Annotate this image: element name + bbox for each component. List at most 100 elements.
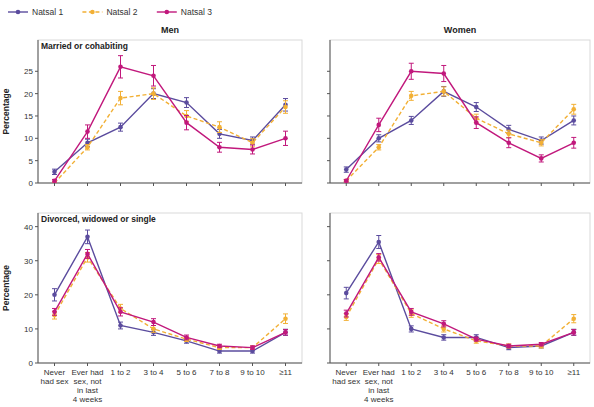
data-point	[344, 167, 349, 172]
x-tick	[186, 183, 187, 186]
data-point	[376, 123, 381, 128]
x-axis	[330, 183, 590, 184]
error-bar	[52, 169, 57, 174]
x-axis	[38, 363, 302, 364]
panel: 010203040Neverhad sexEver hadsex, notin …	[1, 213, 302, 404]
data-point	[409, 118, 414, 123]
data-point	[441, 321, 446, 326]
data-point	[250, 140, 255, 145]
plot-frame	[38, 40, 302, 183]
panel-title: Women	[444, 25, 476, 35]
error-bar	[474, 337, 479, 341]
legend-label: Natsal 1	[32, 7, 63, 17]
data-point	[85, 252, 90, 257]
x-tick	[54, 183, 55, 186]
x-tick	[186, 363, 187, 366]
series-line	[346, 91, 574, 169]
x-tick	[219, 183, 220, 186]
data-point	[217, 145, 222, 150]
data-point	[474, 120, 479, 125]
legend-marker	[16, 10, 21, 15]
x-tick	[346, 363, 347, 366]
error-bar	[506, 130, 511, 137]
data-area	[52, 56, 288, 183]
error-bar	[283, 314, 288, 324]
error-bar	[441, 321, 446, 327]
y-tick-label: 20	[24, 90, 33, 99]
error-bar	[283, 330, 288, 335]
error-bar	[85, 249, 90, 258]
data-area	[344, 236, 577, 350]
y-axis-label: Percentage	[1, 265, 11, 311]
data-point	[571, 140, 576, 145]
error-bar	[250, 145, 255, 154]
x-tick-label: 3 to 4	[143, 368, 164, 377]
data-point	[441, 327, 446, 332]
x-tick	[476, 363, 477, 366]
y-tick-label: 30	[24, 257, 33, 266]
legend-label: Natsal 3	[181, 7, 212, 17]
error-bar	[376, 135, 381, 142]
error-bar	[506, 344, 511, 348]
error-bar	[344, 287, 349, 299]
y-tick-label: 40	[24, 223, 33, 232]
data-point	[118, 96, 123, 101]
legend-marker	[165, 10, 170, 15]
y-axis	[330, 213, 331, 363]
x-tick-label: Neverhad sex	[40, 368, 68, 386]
data-point	[376, 145, 381, 150]
x-tick	[120, 363, 121, 366]
data-point	[283, 330, 288, 335]
x-tick-label: 1 to 2	[110, 368, 131, 377]
error-bar	[571, 116, 576, 125]
panel-subtitle: Divorced, widowed or single	[41, 214, 156, 224]
error-bar	[571, 104, 576, 114]
x-tick	[252, 183, 253, 186]
x-tick-label: ≥11	[279, 368, 292, 377]
data-point	[283, 330, 288, 335]
legend-marker	[90, 10, 95, 15]
error-bar	[52, 289, 57, 301]
data-point	[217, 125, 222, 130]
data-point	[441, 335, 446, 340]
error-bar	[184, 98, 189, 108]
panel-title: Men	[161, 25, 179, 35]
error-bar	[376, 254, 381, 262]
figure: 0510152025MenMarried or cohabitingPercen…	[0, 0, 594, 407]
error-bar	[409, 308, 414, 315]
data-point	[52, 310, 57, 315]
data-point	[376, 240, 381, 245]
data-point	[409, 94, 414, 99]
data-point	[85, 129, 90, 134]
error-bar	[539, 343, 544, 346]
data-point	[571, 330, 576, 335]
error-bar	[344, 167, 349, 172]
x-tick	[541, 363, 542, 366]
x-tick-label: 9 to 10	[529, 368, 554, 377]
y-axis	[38, 213, 39, 363]
x-tick	[573, 183, 574, 186]
data-area	[52, 230, 288, 353]
y-tick	[327, 160, 330, 161]
data-point	[118, 310, 123, 315]
y-tick	[327, 71, 330, 72]
data-point	[539, 156, 544, 161]
series-line	[55, 67, 286, 181]
error-bar	[441, 326, 446, 332]
error-bar	[344, 179, 349, 182]
series-line	[55, 257, 286, 347]
x-tick-label: 7 to 8	[499, 368, 520, 377]
y-axis	[330, 40, 331, 183]
error-bar	[151, 326, 156, 333]
data-point	[283, 105, 288, 110]
data-point	[344, 311, 349, 316]
error-bar	[217, 122, 222, 133]
x-tick	[153, 363, 154, 366]
y-tick	[35, 183, 38, 184]
data-point	[571, 118, 576, 123]
panel: Women	[327, 25, 590, 186]
error-bar	[571, 315, 576, 323]
data-point	[250, 147, 255, 152]
y-tick	[35, 138, 38, 139]
x-tick	[541, 183, 542, 186]
